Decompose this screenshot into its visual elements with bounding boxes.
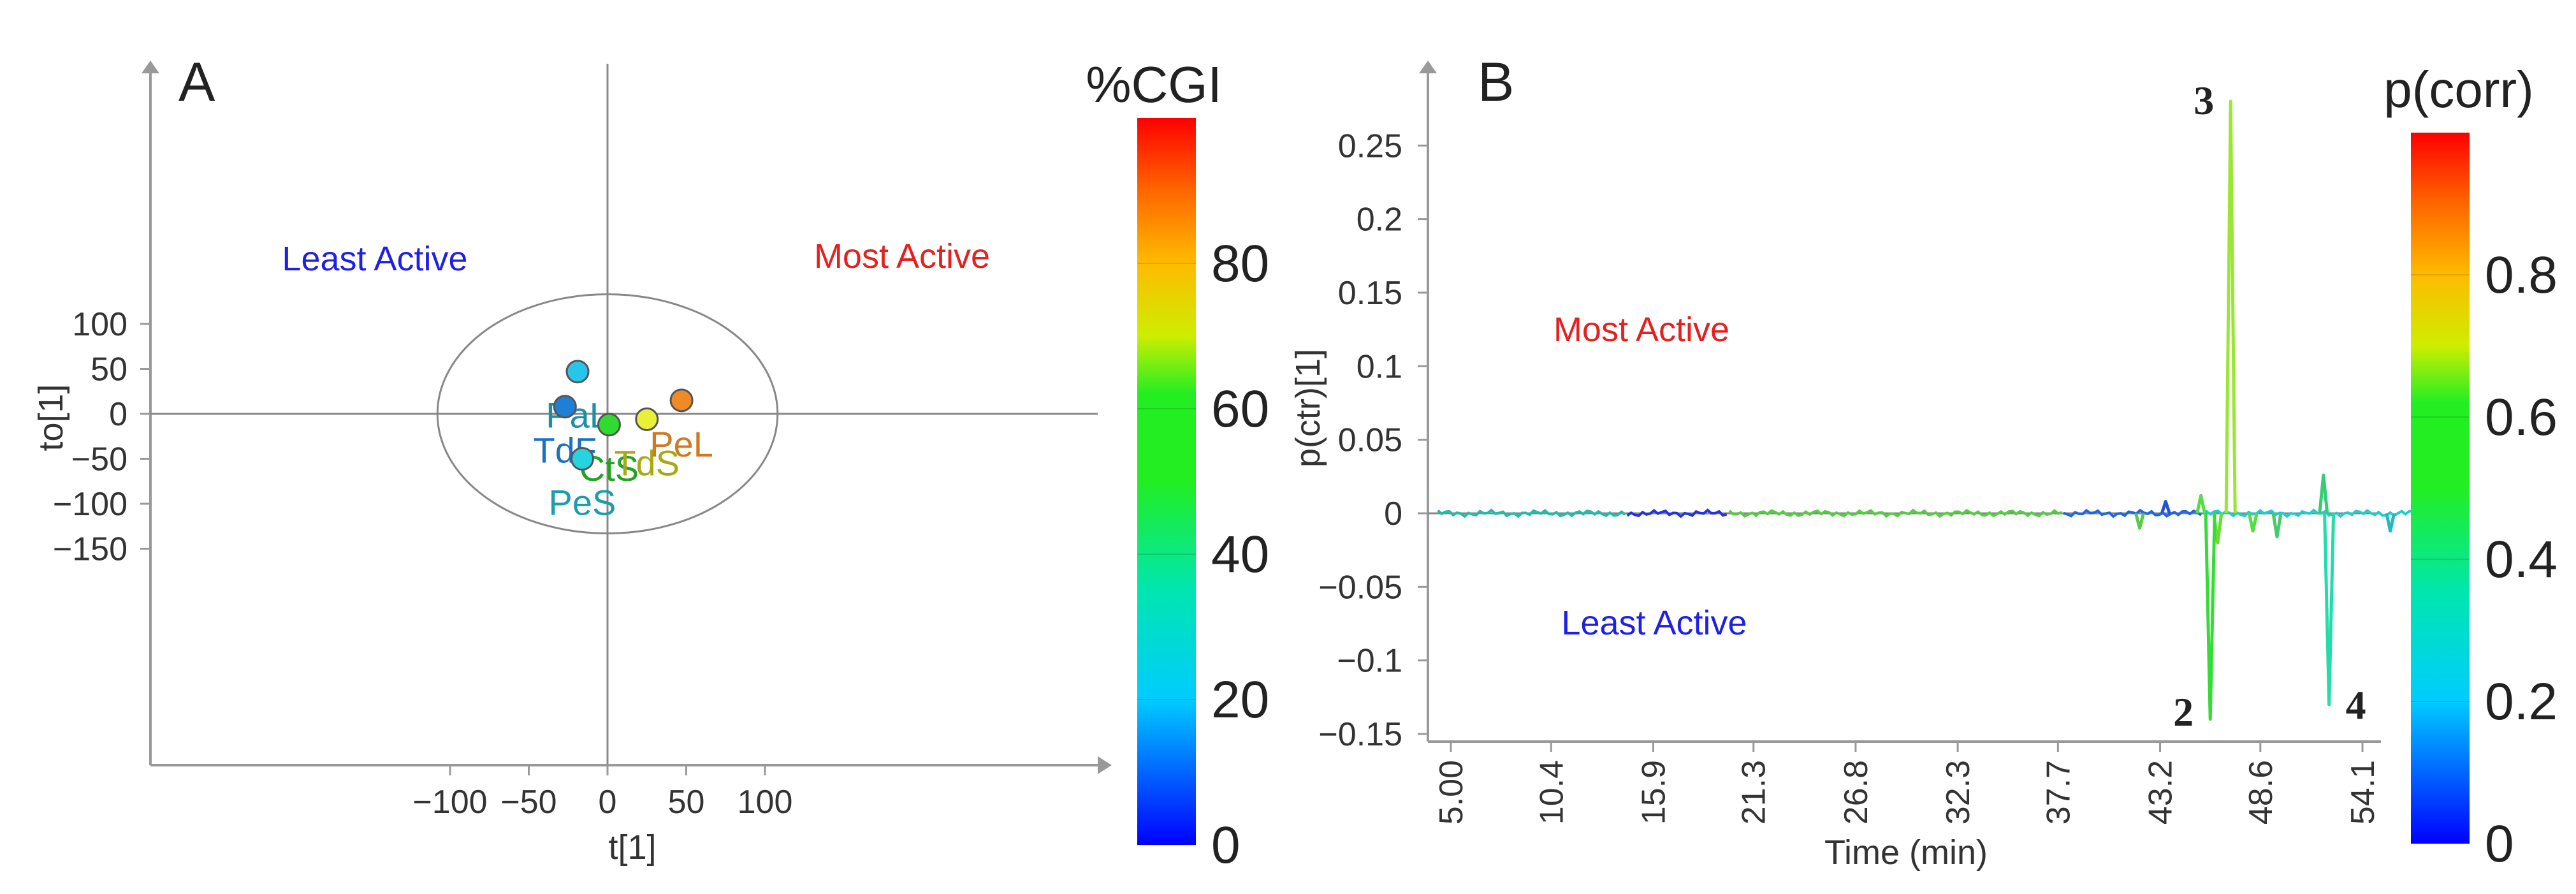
panel-b-y-tick-label: −0.15 xyxy=(1318,716,1402,753)
panel-b-x-tick-label: 48.6 xyxy=(2243,760,2280,824)
panel-a-x-label: t[1] xyxy=(608,828,656,867)
panel-b-y-tick-label: 0.25 xyxy=(1338,128,1402,165)
panel-a-x-tick-label: −50 xyxy=(500,784,557,821)
panel-b-y-tick-label: 0.2 xyxy=(1357,202,1402,238)
baseline-segment xyxy=(2063,508,2202,518)
minor-spike xyxy=(2385,513,2396,533)
panel-b-x-tick-label: 43.2 xyxy=(2143,760,2179,824)
panel-a-x-arrow xyxy=(1098,756,1112,774)
panel-a: A −100 −50 0 50 100 100 50 0 −50 −100 −150 t[1] to… xyxy=(32,52,1112,867)
panel-b-x-tick-label: 15.9 xyxy=(1635,760,1672,824)
panel-b-y-tick-label: 0.05 xyxy=(1338,422,1402,459)
panel-b-letter: B xyxy=(1478,52,1514,113)
panel-b-x-tick-label: 5.00 xyxy=(1433,760,1470,824)
panel-b-x-tick-label: 37.7 xyxy=(2040,760,2077,824)
colorbar-tick-label: 40 xyxy=(1211,525,1269,583)
panel-a-y-arrow xyxy=(142,61,159,73)
panel-b-y-arrow xyxy=(1419,61,1437,73)
panel-b-y-tick-label: 0.15 xyxy=(1338,275,1402,312)
panel-a-least-active-label: Least Active xyxy=(282,240,467,278)
colorbar-tick-label: 20 xyxy=(1211,671,1269,729)
panel-a-y-tick-label: −50 xyxy=(71,441,127,478)
baseline-segment xyxy=(1437,508,1626,518)
peak-2 xyxy=(2204,513,2216,721)
colorbar-tick-label: 0.8 xyxy=(2485,246,2558,304)
scatter-point-pes xyxy=(570,447,594,471)
panel-a-y-tick-label: −100 xyxy=(53,486,127,523)
scatter-point-pel xyxy=(669,388,694,413)
minor-spike xyxy=(2195,494,2207,514)
panel-a-x-tick-label: 100 xyxy=(738,784,793,821)
panel-b-y-tick-label: −0.05 xyxy=(1318,569,1402,606)
peak-3 xyxy=(2224,99,2237,514)
colorbar-tick-label: 60 xyxy=(1211,380,1269,438)
colorbar-tick-label: 0.2 xyxy=(2485,673,2558,731)
panel-b-x-tick-label: 21.3 xyxy=(1736,760,1773,824)
colorbar-cgi-title: %CGI xyxy=(1086,56,1221,113)
colorbar-tick-label: 0.4 xyxy=(2485,531,2558,589)
panel-b-y-tick-label: 0 xyxy=(1384,495,1402,532)
panel-a-x-tick-label: −100 xyxy=(412,784,487,821)
panel-a-y-tick-label: 50 xyxy=(91,351,127,388)
minor-spike xyxy=(2160,500,2171,514)
panel-b-least-active-label: Least Active xyxy=(1561,604,1747,642)
scatter-point-tdf xyxy=(553,395,577,419)
baseline-segment xyxy=(1728,508,2063,518)
minor-spike xyxy=(2247,513,2259,533)
panel-a-x-tick-label: 50 xyxy=(668,784,705,821)
scatter-point-label-tds: TdS xyxy=(614,443,680,483)
panel-b-y-tick-label: 0.1 xyxy=(1357,348,1402,385)
peak-4 xyxy=(2323,513,2336,707)
panel-b-x-label: Time (min) xyxy=(1824,833,1988,872)
panel-a-letter: A xyxy=(178,52,215,113)
scatter-point-cts xyxy=(597,413,621,437)
colorbar-cgi: %CGI 80 60 40 20 0 xyxy=(1086,56,1269,874)
panel-b: B 0.25 0.2 0.15 0.1 0.05 0 −0.05 −0.1 −0.15 5.00 1… xyxy=(1289,52,2464,872)
minor-spike xyxy=(2134,513,2145,530)
colorbar-cgi-gradient xyxy=(1137,118,1196,845)
colorbar-pcorr-title: p(corr) xyxy=(2383,61,2534,118)
panel-b-x-tick-label: 26.8 xyxy=(1838,760,1875,824)
panel-b-y-tick-label: −0.1 xyxy=(1337,643,1402,680)
panel-a-x-tick-label: 0 xyxy=(599,784,617,821)
panel-a-y-tick-label: 0 xyxy=(109,396,127,433)
panel-b-y-label: p(ctr)[1] xyxy=(1289,349,1327,467)
colorbar-tick-label: 0.6 xyxy=(2485,388,2558,446)
minor-spike xyxy=(2318,473,2329,514)
panel-a-y-tick-label: −150 xyxy=(53,531,127,568)
scatter-point-label-pes: PeS xyxy=(549,483,616,523)
panel-b-most-active-label: Most Active xyxy=(1554,311,1729,349)
scatter-point-label-pel: PeL xyxy=(650,424,713,464)
panel-b-x-tick-label: 32.3 xyxy=(1940,760,1977,824)
baseline-segment xyxy=(1626,508,1728,518)
colorbar-pcorr: p(corr) 0.8 0.6 0.4 0.2 0 xyxy=(2383,61,2558,873)
peak-label-3: 3 xyxy=(2194,78,2214,123)
panel-b-x-tick-label: 54.1 xyxy=(2345,760,2382,824)
panel-a-y-label: to[1] xyxy=(32,384,70,451)
minor-spike xyxy=(2271,513,2283,539)
panel-a-most-active-label: Most Active xyxy=(814,237,990,275)
scatter-point-pal xyxy=(565,360,590,384)
panel-a-y-tick-label: 100 xyxy=(72,306,127,343)
panel-b-x-tick-label: 10.4 xyxy=(1533,760,1570,824)
colorbar-tick-label: 0 xyxy=(1211,816,1241,874)
colorbar-pcorr-gradient xyxy=(2411,133,2470,844)
peak-label-2: 2 xyxy=(2173,689,2194,735)
peak-label-4: 4 xyxy=(2346,682,2366,728)
colorbar-tick-label: 80 xyxy=(1211,235,1269,293)
scatter-point-tds xyxy=(635,407,659,431)
colorbar-tick-label: 0 xyxy=(2485,815,2514,873)
